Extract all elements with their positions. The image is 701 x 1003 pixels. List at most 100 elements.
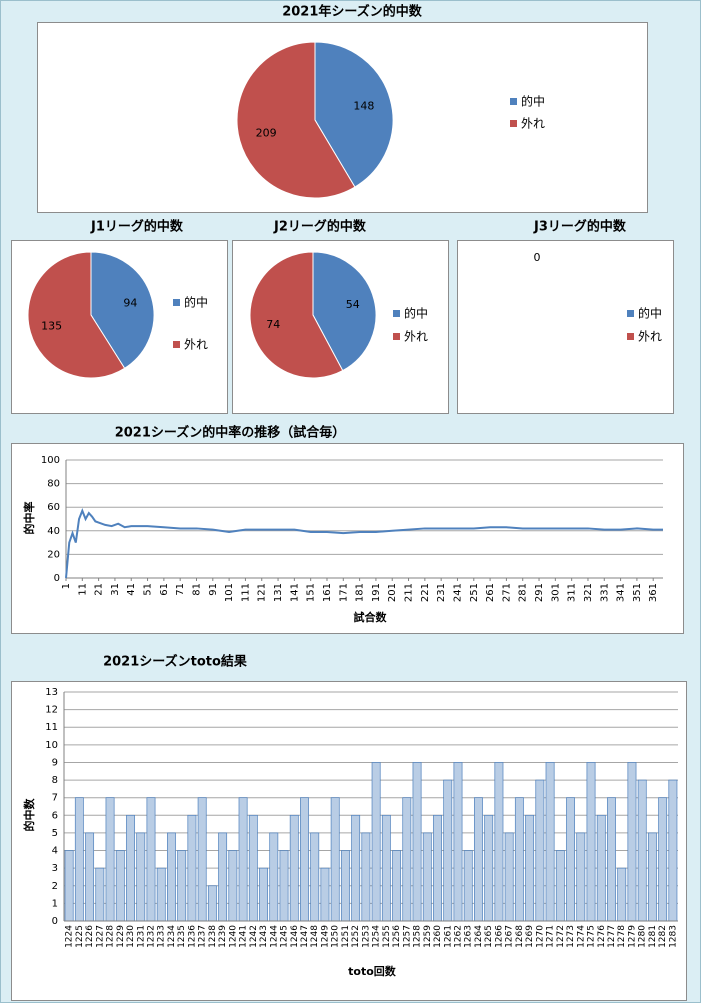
x-tick-label: 1249 xyxy=(320,925,330,948)
y-tick-label: 11 xyxy=(45,722,58,733)
legend-swatch xyxy=(627,333,634,340)
pie-slice xyxy=(27,251,126,379)
y-tick-label: 5 xyxy=(52,828,58,839)
y-tick-label: 4 xyxy=(52,846,58,857)
x-tick-label: 1278 xyxy=(617,925,627,948)
y-tick-label: 0 xyxy=(52,916,58,927)
bar xyxy=(586,762,596,922)
bar xyxy=(320,867,330,922)
legend-label: 外れ xyxy=(638,330,662,344)
x-tick-label: 181 xyxy=(355,583,366,602)
bar xyxy=(525,814,535,922)
x-tick-label: 1253 xyxy=(361,925,371,948)
y-tick-label: 2 xyxy=(52,881,58,892)
x-tick-label: 1241 xyxy=(239,925,249,948)
chart-box xyxy=(457,240,674,414)
x-tick-label: 1267 xyxy=(505,925,515,948)
x-tick-label: 1229 xyxy=(116,925,126,948)
x-tick-label: 1257 xyxy=(402,925,412,948)
legend-label: 的中 xyxy=(638,306,662,321)
bar xyxy=(433,814,442,922)
x-tick-label: 1226 xyxy=(85,925,95,948)
x-tick-label: 1283 xyxy=(668,925,678,948)
x-tick-label: 1264 xyxy=(474,925,484,948)
x-tick-label: 301 xyxy=(550,583,561,602)
x-tick-label: 1248 xyxy=(310,925,320,948)
x-tick-label: 1266 xyxy=(494,925,504,948)
bar xyxy=(668,779,678,922)
bar xyxy=(371,762,381,922)
x-tick-label: 251 xyxy=(469,583,480,602)
x-tick-label: 1228 xyxy=(106,925,116,948)
y-tick-label: 12 xyxy=(45,705,58,716)
line-series xyxy=(65,508,663,579)
chart-title: 2021シーズンtoto結果 xyxy=(103,654,247,670)
x-tick-label: 1270 xyxy=(535,925,545,948)
data-label: 54 xyxy=(346,298,360,311)
x-tick-label: 241 xyxy=(452,583,463,602)
x-tick-label: 351 xyxy=(632,583,643,602)
x-tick-label: 1275 xyxy=(587,925,597,948)
y-tick-label: 6 xyxy=(52,810,58,821)
x-tick-label: 121 xyxy=(257,583,268,602)
bar xyxy=(443,779,453,922)
x-tick-label: 1225 xyxy=(75,925,85,948)
pie-slice xyxy=(249,251,344,379)
x-tick-label: 1271 xyxy=(546,925,556,948)
legend-swatch xyxy=(173,341,180,348)
x-tick-label: 1280 xyxy=(638,925,648,948)
x-tick-label: 1272 xyxy=(556,925,566,948)
x-tick-label: 1251 xyxy=(341,925,351,948)
bar xyxy=(156,867,166,922)
x-tick-label: 171 xyxy=(338,583,349,602)
y-tick-label: 7 xyxy=(52,793,58,804)
x-tick-label: 1273 xyxy=(566,925,576,948)
x-axis-label: toto回数 xyxy=(348,964,397,978)
bar xyxy=(484,814,494,922)
bar xyxy=(627,762,637,922)
x-tick-label: 1234 xyxy=(167,925,177,948)
bar xyxy=(453,762,463,922)
legend-label: 外れ xyxy=(521,117,545,131)
bar xyxy=(607,797,616,922)
data-label: 209 xyxy=(256,126,277,139)
x-tick-label: 1237 xyxy=(198,925,208,948)
x-tick-label: 91 xyxy=(208,583,219,596)
x-tick-label: 1233 xyxy=(157,925,167,948)
chart-title: 2021年シーズン的中数 xyxy=(282,4,423,20)
bar xyxy=(658,797,668,922)
bar xyxy=(85,832,95,922)
legend-label: 的中 xyxy=(404,306,428,321)
x-tick-label: 1232 xyxy=(146,925,156,948)
bar xyxy=(340,850,350,922)
x-tick-label: 41 xyxy=(126,583,137,596)
x-tick-label: 291 xyxy=(534,583,545,602)
x-axis-label: 試合数 xyxy=(354,610,388,624)
bar xyxy=(300,797,309,922)
x-tick-label: 311 xyxy=(567,583,578,602)
y-axis-label: 的中率 xyxy=(22,502,36,535)
x-tick-label: 1255 xyxy=(382,925,392,948)
x-tick-label: 151 xyxy=(306,583,317,602)
bar xyxy=(351,814,361,922)
data-label: 74 xyxy=(266,318,280,331)
bar xyxy=(647,832,657,922)
x-tick-label: 191 xyxy=(371,583,382,602)
x-tick-label: 71 xyxy=(175,583,186,596)
x-tick-label: 221 xyxy=(420,583,431,602)
y-tick-label: 8 xyxy=(52,775,58,786)
data-label: 94 xyxy=(123,297,137,310)
x-tick-label: 1227 xyxy=(95,925,105,948)
legend-label: 外れ xyxy=(404,330,428,344)
x-tick-label: 1258 xyxy=(413,925,423,948)
pie-slice xyxy=(314,41,394,188)
x-tick-label: 321 xyxy=(583,583,594,602)
x-tick-label: 1246 xyxy=(290,925,300,948)
legend-swatch xyxy=(627,310,634,317)
y-tick-label: 60 xyxy=(47,502,60,513)
x-tick-label: 1245 xyxy=(280,925,290,948)
x-tick-label: 1276 xyxy=(597,925,607,948)
y-tick-label: 0 xyxy=(54,573,60,584)
x-tick-label: 111 xyxy=(240,583,251,602)
